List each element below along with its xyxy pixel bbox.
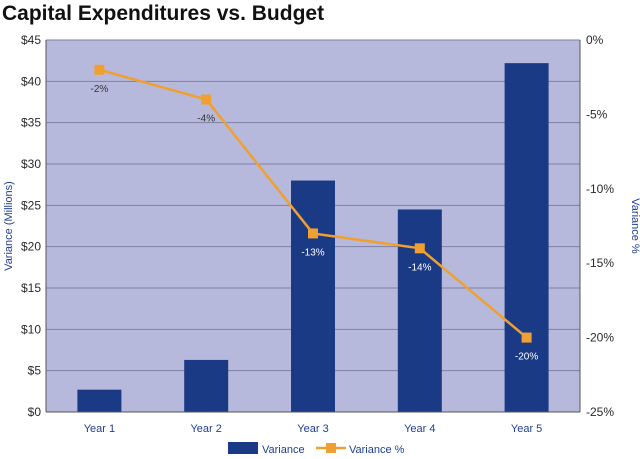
x-tick-label: Year 1 — [84, 423, 115, 435]
legend-marker-variance-pct — [326, 443, 336, 453]
bar-2 — [184, 359, 229, 412]
y2-tick-label: -25% — [586, 405, 614, 419]
bar-1 — [77, 389, 122, 412]
y2-tick-label: 0% — [586, 33, 604, 47]
line-marker-2 — [201, 94, 212, 105]
line-marker-1 — [94, 64, 105, 75]
data-label: -20% — [515, 352, 538, 363]
x-tick-label: Year 4 — [404, 423, 435, 435]
x-tick-label: Year 5 — [511, 423, 542, 435]
y-tick-label: $0 — [28, 405, 42, 419]
line-marker-5 — [521, 332, 532, 343]
y2-tick-label: -10% — [586, 182, 614, 196]
bar-5 — [504, 63, 549, 412]
line-marker-3 — [308, 228, 318, 239]
legend-label-variance: Variance — [262, 444, 305, 456]
x-tick-label: Year 3 — [297, 423, 328, 435]
y2-axis-label: Variance % — [629, 198, 640, 254]
y-tick-label: $35 — [21, 116, 41, 130]
y-axis-label: Variance (Millions) — [3, 181, 15, 271]
data-label: -13% — [301, 247, 324, 258]
y-tick-label: $5 — [28, 364, 42, 378]
chart-title: Capital Expenditures vs. Budget — [2, 2, 325, 25]
y2-tick-label: -5% — [586, 107, 608, 121]
bar-3 — [291, 180, 335, 412]
line-marker-4 — [414, 243, 425, 254]
y2-tick-label: -20% — [586, 331, 614, 345]
y-tick-label: $20 — [21, 240, 41, 254]
data-label: -14% — [408, 262, 431, 273]
x-tick-label: Year 2 — [190, 423, 221, 435]
y-tick-label: $30 — [21, 157, 41, 171]
legend-swatch-variance — [228, 442, 258, 454]
legend-label-variance-pct: Variance % — [349, 444, 405, 456]
bar-4 — [397, 209, 442, 412]
data-label: -4% — [197, 114, 215, 125]
y-tick-label: $45 — [21, 33, 41, 47]
y-tick-label: $40 — [21, 74, 41, 88]
y2-tick-label: -15% — [586, 256, 614, 270]
y-tick-label: $25 — [21, 198, 41, 212]
y-tick-label: $10 — [21, 322, 41, 336]
y-tick-label: $15 — [21, 281, 41, 295]
data-label: -2% — [91, 84, 109, 95]
